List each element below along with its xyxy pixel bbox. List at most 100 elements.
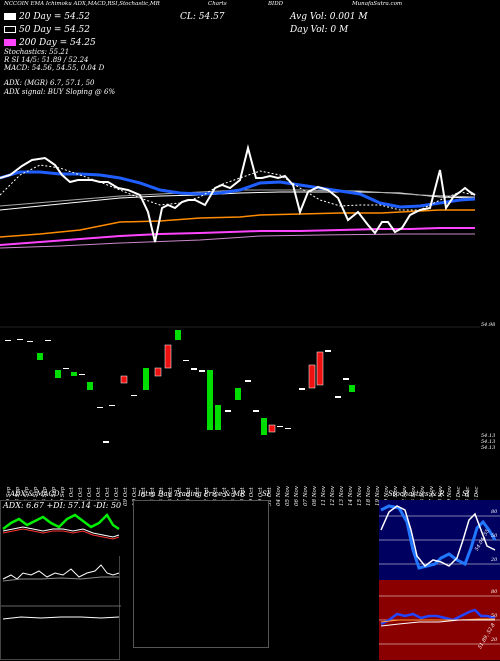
candle: [5, 340, 11, 341]
candle: [191, 368, 197, 370]
price-chart: [0, 144, 480, 443]
intraday-title: Intra Day Trading Price & MR: [138, 490, 246, 498]
candle: [299, 388, 305, 390]
candle: [343, 378, 349, 380]
long-term-line-2: [0, 189, 476, 207]
candle: [120, 375, 128, 384]
price-scale-bottom-1: 54.13: [481, 433, 496, 439]
rsi-label-20: 20: [491, 637, 498, 643]
rsi-panel: 80 50 20 51.89, 52.8: [379, 580, 500, 660]
stoch-blue-line: [380, 504, 497, 570]
candle: [97, 407, 103, 408]
stoch-panel: 80 50 20 54.04, 55: [379, 500, 500, 580]
candle: [207, 370, 213, 430]
legend-adx: ADX: (MGR) 6.7, 57.1, 50: [4, 79, 95, 87]
macd-gray-line: [2, 576, 119, 582]
stoch-label-50: 50: [491, 533, 498, 539]
legend-stochastics: Stochastics: 55.21: [4, 48, 70, 56]
candle: [285, 428, 291, 429]
legend-r-si: R SI 14/5: 51.89 / 52.24: [4, 56, 89, 64]
macd-lower-line: [2, 616, 120, 620]
legend-avg-vol: Avg Vol: 0.001 M: [290, 12, 368, 22]
candle: [164, 344, 172, 369]
legend-macd: MACD: 54.56, 54.55, 0.04 D: [4, 64, 105, 72]
date-label: 05 Nov: [285, 486, 291, 506]
candle: [17, 339, 23, 340]
date-label: 09 Oct: [123, 487, 129, 506]
candle: [71, 372, 77, 376]
ichimoku-line: [0, 227, 475, 246]
candle: [199, 370, 205, 372]
legend-close: CL: 54.57: [180, 12, 225, 22]
adx-white-line: [2, 526, 120, 538]
rsi-label-80: 80: [491, 589, 498, 595]
ichimoku-line-light: [0, 233, 475, 249]
candle: [154, 367, 162, 377]
stoch-label-80: 80: [491, 509, 498, 515]
legend-day-vol: Day Vol: 0 M: [290, 25, 349, 35]
candle: [109, 405, 115, 406]
date-label: 06 Nov: [294, 486, 300, 506]
long-term-line: [0, 191, 476, 211]
candle: [63, 368, 69, 369]
candle: [253, 410, 259, 412]
price-scale-bottom-2: 54.13: [481, 439, 496, 445]
stoch-white-line: [380, 505, 496, 568]
candle: [175, 330, 181, 340]
adx-readout: ADX: 6.67 +DI: 57.14 -DI: 50: [3, 501, 122, 510]
macd-white-line: [2, 564, 120, 580]
ema200-line: [0, 209, 475, 238]
candle: [37, 353, 43, 360]
legend-ema50: 50 Day = 54.52: [4, 25, 90, 36]
legend-adx-signal: ADX signal: BUY Sloping @ 6%: [4, 88, 116, 96]
date-label: 07 Nov: [303, 486, 309, 506]
rsi-orange-line: [380, 618, 495, 623]
candle: [143, 368, 149, 390]
stoch-title: Stochastics & R: [388, 490, 445, 498]
stoch-label-20: 20: [491, 557, 498, 563]
candle: [55, 370, 61, 378]
date-label: 08 Nov: [312, 486, 318, 506]
candle: [325, 350, 331, 352]
candle: [268, 424, 276, 433]
candle: [103, 441, 109, 443]
date-label: 04 Nov: [276, 486, 282, 506]
stoch-si: SI: [462, 490, 470, 498]
date-label: 11 Nov: [321, 486, 327, 506]
ema-dotted-line: [0, 164, 476, 211]
date-label: 12 Nov: [330, 486, 336, 506]
candle: [79, 374, 85, 375]
candle: [349, 385, 355, 392]
candle: [261, 418, 267, 435]
ema50-line: [0, 170, 476, 209]
candle: [235, 388, 241, 400]
date-axis: 20 Sep 23 Sep 24 Sep 25 Sep 26 Sep 27 Sep 30 S…: [0, 454, 480, 506]
candle: [215, 405, 221, 430]
rsi-svg: [379, 595, 500, 645]
candle: [45, 340, 51, 341]
intraday-panel: [133, 500, 269, 648]
adx-macd-title: ADX & MACD: [10, 490, 60, 498]
legend-ema200: 200 Day = 54.25: [4, 38, 96, 49]
date-label: 15 Nov: [357, 486, 363, 506]
adx-svg: [1, 501, 121, 620]
price-scale-bottom-3: 54.13: [481, 445, 496, 451]
rsi-white-line: [380, 619, 495, 627]
price-scale-top: 54.98: [481, 322, 496, 328]
rsi-label-50: 50: [491, 613, 498, 619]
rsi-blue-line: [380, 608, 496, 626]
adx-green-line: [2, 512, 120, 531]
date-label: 14 Nov: [348, 486, 354, 506]
candle: [183, 360, 189, 361]
candle: [87, 382, 93, 390]
adx-panel: ADX: 6.67 +DI: 57.14 -DI: 50: [0, 500, 122, 660]
date-label: 13 Nov: [339, 486, 345, 506]
intraday-si: SI: [262, 490, 270, 498]
chart-header-center: Charts: [208, 1, 227, 7]
stoch-svg: [379, 504, 500, 570]
candle: [131, 395, 137, 396]
chart-header-symbol: BIDD: [268, 1, 284, 7]
candle: [335, 396, 341, 398]
candle: [245, 380, 251, 382]
ema50-swatch: [4, 26, 16, 33]
